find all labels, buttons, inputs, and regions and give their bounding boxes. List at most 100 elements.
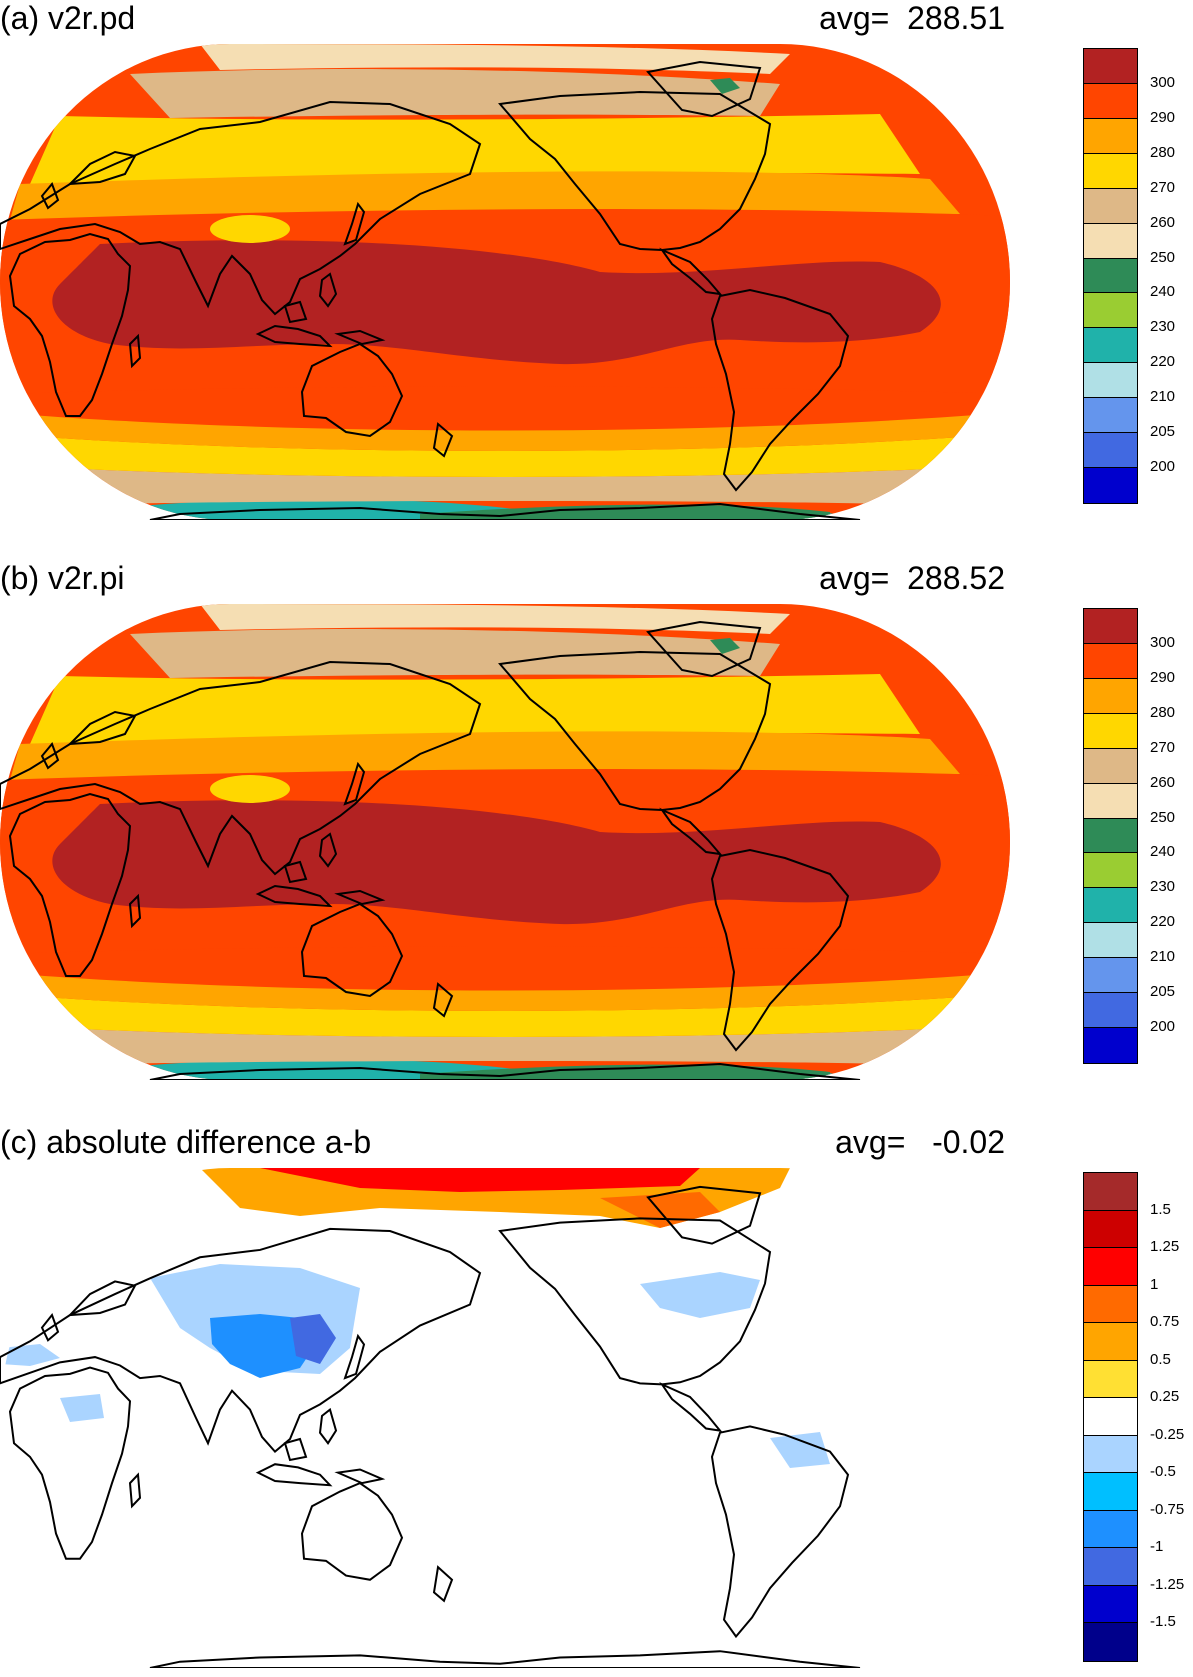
colorbar-tick-label: 205: [1150, 423, 1176, 441]
coastline-newzealand: [434, 424, 452, 456]
band-280-north: [10, 731, 960, 780]
colorbar-tick-label: -1: [1150, 1538, 1164, 1556]
ice-green: [420, 1064, 830, 1080]
coastline-greenland: [648, 62, 760, 116]
coastline-madagascar: [130, 896, 140, 926]
coastline-madagascar: [130, 1475, 140, 1507]
coastline-indonesia2: [285, 862, 306, 882]
colorbar-tick-label: 0.5: [1150, 1350, 1171, 1368]
colorbar: [1083, 48, 1138, 504]
coastline-centralamerica: [662, 810, 720, 854]
colorbar-swatch: [1084, 993, 1137, 1029]
colorbar-tick-label: 205: [1150, 983, 1176, 1001]
coastline-antarctica: [150, 504, 860, 520]
coastlines: [0, 622, 860, 1080]
colorbar-tick-label: -0.75: [1150, 1500, 1185, 1518]
colorbar-swatch: [1084, 1510, 1137, 1549]
plateau-patch: [210, 775, 290, 803]
sa-cooling-light: [770, 1432, 830, 1468]
coastline-eurasia: [0, 662, 480, 874]
coastline-philippines: [320, 834, 336, 866]
coastline-scandinavia: [70, 152, 135, 184]
colorbar-tick-label: 300: [1150, 633, 1176, 651]
colorbar: [1083, 1172, 1138, 1662]
band-250-north: [200, 604, 790, 634]
colorbar-tick-label: 0.25: [1150, 1388, 1180, 1406]
colorbar-swatch: [1084, 1585, 1137, 1624]
colorbar-tick-label: -0.25: [1150, 1425, 1185, 1443]
colorbar-swatch: [1084, 818, 1137, 854]
panel-average: avg= 288.52: [819, 560, 1005, 596]
colorbar-swatch: [1084, 293, 1137, 329]
colorbar-tick-label: 290: [1150, 668, 1176, 686]
coastline-philippines: [320, 274, 336, 306]
coastline-uk: [42, 744, 58, 768]
colorbar-tick-label: 250: [1150, 248, 1176, 266]
band-250-north: [200, 44, 790, 74]
colorbar-swatch: [1084, 713, 1137, 749]
band-270-north: [30, 674, 920, 744]
colorbar-swatch: [1084, 83, 1137, 119]
coastline-southamerica: [712, 290, 848, 490]
coastline-africa: [10, 794, 130, 976]
coastline-greenland: [648, 1187, 760, 1244]
colorbar-swatch: [1084, 1360, 1137, 1399]
colorbar-swatch: [1084, 748, 1137, 784]
colorbar-swatch: [1084, 678, 1137, 714]
coastline-southamerica: [712, 850, 848, 1050]
colorbar-tick-label: -1.5: [1150, 1613, 1176, 1631]
ice-green: [420, 504, 830, 520]
colorbar-swatch: [1084, 328, 1137, 364]
colorbar: [1083, 608, 1138, 1064]
colorbar-swatch: [1084, 1473, 1137, 1511]
colorbar-swatch: [1084, 398, 1137, 434]
colorbar-tick-label: 230: [1150, 878, 1176, 896]
coastline-greenland: [648, 622, 760, 676]
colorbar-swatch: [1084, 1285, 1137, 1324]
panel-title: (a) v2r.pd: [0, 0, 136, 36]
coastline-scandinavia: [70, 1281, 135, 1315]
coastline-newzealand: [434, 1567, 452, 1601]
colorbar-swatch: [1084, 258, 1137, 294]
colorbar-tick-label: 300: [1150, 73, 1176, 91]
coastline-scandinavia: [70, 712, 135, 744]
colorbar-tick-label: 200: [1150, 1018, 1176, 1036]
colorbar-swatch: [1084, 1398, 1137, 1436]
colorbar-swatch: [1084, 1623, 1137, 1661]
colorbar-tick-label: 1: [1150, 1275, 1159, 1293]
colorbar-swatch: [1084, 888, 1137, 924]
coastlines: [0, 1187, 860, 1668]
colorbar-tick-label: 1.25: [1150, 1238, 1180, 1256]
asia-cooling-strong: [290, 1314, 336, 1364]
panel-a: (a) v2r.pd avg= 288.51 300 290 280 270 260 25…: [0, 0, 1193, 520]
colorbar-swatch: [1084, 1210, 1137, 1249]
band-300-tropics: [52, 800, 941, 925]
colorbar-swatch: [1084, 1548, 1137, 1586]
band-260-south: [60, 1028, 950, 1064]
greenland-icecap: [710, 78, 740, 94]
band-260-south: [60, 468, 950, 504]
coastlines: [0, 62, 860, 520]
panel-c: (c) absolute difference a-b avg= -0.02 1…: [0, 1124, 1193, 1677]
colorbar-tick-label: 270: [1150, 178, 1176, 196]
coastline-australia: [302, 904, 402, 996]
band-270-north: [30, 114, 920, 184]
coastline-uk: [42, 184, 58, 208]
colorbar-tick-label: 210: [1150, 948, 1176, 966]
colorbar-tick-label: 0.75: [1150, 1313, 1180, 1331]
panel-title: (c) absolute difference a-b: [0, 1124, 372, 1160]
colorbar-swatch: [1084, 1323, 1137, 1361]
band-260-north: [130, 629, 780, 678]
coastline-indonesia2: [285, 302, 306, 322]
coastline-northamerica: [500, 92, 770, 250]
band-280-south: [18, 974, 990, 1011]
temperature-map: [0, 44, 1010, 520]
coastline-indonesia2: [285, 1439, 306, 1460]
colorbar-swatch: [1084, 1028, 1137, 1063]
coastline-australia: [302, 344, 402, 436]
coastline-madagascar: [130, 336, 140, 366]
coastline-africa: [10, 234, 130, 416]
plateau-patch: [210, 215, 290, 243]
colorbar-tick-label: -1.25: [1150, 1575, 1185, 1593]
coastline-centralamerica: [662, 250, 720, 294]
